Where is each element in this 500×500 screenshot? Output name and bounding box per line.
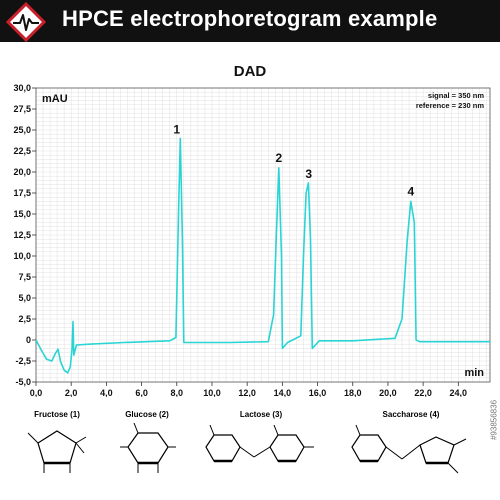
structure-label: Lactose (3) — [239, 410, 283, 419]
y-tick-label: 17,5 — [13, 188, 31, 198]
y-tick-label: 25,0 — [13, 125, 31, 135]
chart-title: DAD — [234, 63, 267, 80]
y-tick-label: 0 — [26, 335, 31, 345]
header-bar: HPCE electrophoretogram example — [0, 0, 500, 42]
page-title: HPCE electrophoretogram example — [62, 6, 438, 31]
y-axis-label: mAU — [42, 93, 68, 105]
electrophoretogram-diamond-icon — [6, 2, 46, 42]
y-tick-label: 10,0 — [13, 251, 31, 261]
series-line — [35, 137, 490, 374]
x-tick-label: 22,0 — [414, 388, 432, 397]
peak-label: 4 — [407, 185, 414, 199]
structure-saccharose: Saccharose (4) — [336, 410, 486, 484]
x-tick-label: 10,0 — [203, 388, 221, 397]
structure-lactose: Lactose (3) — [196, 410, 326, 484]
x-tick-label: 14,0 — [274, 388, 292, 397]
saccharose-structure-icon — [351, 424, 467, 474]
y-tick-label: -2,5 — [15, 356, 31, 366]
y-tick-label: 5,0 — [18, 293, 31, 303]
peak-label: 1 — [173, 122, 180, 136]
y-tick-label: 27,5 — [13, 104, 31, 114]
y-tick-label: 15,0 — [13, 209, 31, 219]
peak-label: 2 — [275, 151, 282, 165]
x-axis-label: min — [464, 367, 484, 379]
structure-fructose: Fructose (1) — [14, 410, 100, 484]
y-tick-label: 2,5 — [18, 314, 31, 324]
y-tick-label: -5,0 — [15, 377, 31, 387]
peak-label: 3 — [305, 167, 312, 181]
x-tick-label: 20,0 — [379, 388, 397, 397]
y-tick-label: 22,5 — [13, 146, 31, 156]
structure-label: Fructose (1) — [34, 410, 80, 419]
glucose-structure-icon — [120, 422, 176, 473]
x-tick-label: 8,0 — [171, 388, 184, 397]
structure-label: Glucose (2) — [125, 410, 169, 419]
stock-id: #93856836 — [489, 399, 499, 441]
structure-label: Saccharose (4) — [382, 410, 440, 419]
y-tick-label: 20,0 — [13, 167, 31, 177]
x-tick-label: 12,0 — [238, 388, 256, 397]
lactose-structure-icon — [205, 424, 314, 463]
x-tick-label: 16,0 — [309, 388, 327, 397]
x-tick-label: 2,0 — [65, 388, 78, 397]
x-tick-label: 18,0 — [344, 388, 362, 397]
fructose-structure-icon — [27, 430, 87, 473]
annotation-text: signal = 350 nm — [428, 91, 484, 100]
y-tick-label: 12,5 — [13, 230, 31, 240]
x-tick-label: 0,0 — [30, 388, 43, 397]
x-tick-label: 24,0 — [450, 388, 468, 397]
structure-glucose: Glucose (2) — [104, 410, 190, 484]
electrophoretogram-chart: -5,0-2,502,55,07,510,012,515,017,520,022… — [13, 63, 491, 397]
y-tick-label: 30,0 — [13, 83, 31, 93]
x-tick-label: 6,0 — [135, 388, 148, 397]
x-tick-label: 4,0 — [100, 388, 113, 397]
y-tick-label: 7,5 — [18, 272, 31, 282]
annotation-text: reference = 230 nm — [416, 101, 484, 110]
